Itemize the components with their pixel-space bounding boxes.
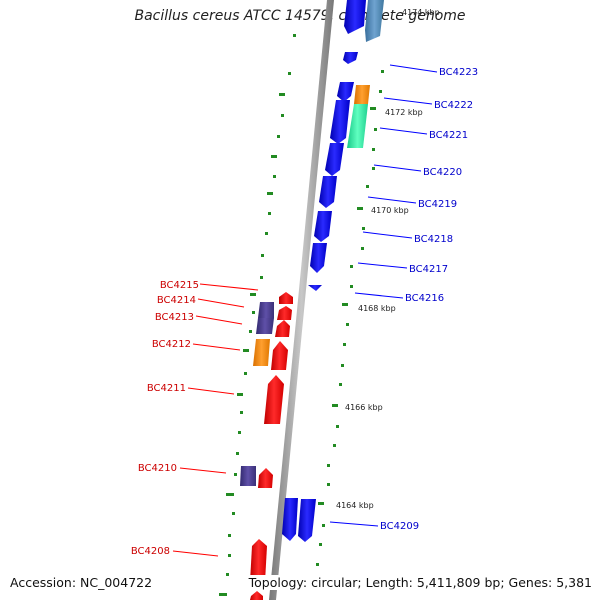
gene-bc4219[interactable]: [319, 176, 337, 208]
gene-bc4218[interactable]: [314, 211, 332, 242]
gene-bc4209-b[interactable]: [298, 499, 316, 542]
gene-bc4216[interactable]: [308, 285, 322, 291]
gene-bc4220[interactable]: [325, 143, 344, 176]
right-tick-track: [316, 70, 384, 566]
forward-gene-labels: BC4223 BC4222 BC4221 BC4220 BC4219 BC421…: [380, 67, 478, 532]
reverse-leaders: [172, 283, 259, 557]
gene-bc4209-a[interactable]: [282, 498, 298, 541]
forward-genes[interactable]: [282, 0, 384, 542]
label-bc4211[interactable]: BC4211: [147, 383, 186, 394]
label-bc4223[interactable]: BC4223: [439, 67, 478, 78]
gene-top-blue[interactable]: [344, 0, 366, 34]
label-bc4210[interactable]: BC4210: [138, 463, 177, 474]
label-bc4222[interactable]: BC4222: [434, 100, 473, 111]
gene-bc4214[interactable]: [277, 306, 292, 320]
gene-bottom-red[interactable]: [250, 591, 263, 600]
gene-top-steelblue[interactable]: [365, 0, 384, 42]
gene-bc4223[interactable]: [337, 82, 354, 102]
label-bc4220[interactable]: BC4220: [423, 167, 462, 178]
gene-bc4221[interactable]: [330, 100, 350, 144]
kbp-label-4174: 4174 kbp: [402, 8, 440, 17]
left-tick-track: [219, 34, 296, 596]
label-bc4216[interactable]: BC4216: [405, 293, 444, 304]
kbp-label-4172: 4172 kbp: [385, 108, 423, 117]
gene-bc4215[interactable]: [279, 292, 293, 304]
label-bc4221[interactable]: BC4221: [429, 130, 468, 141]
topology-text: Topology: circular; Length: 5,411,809 bp…: [244, 575, 592, 590]
gene-bc4222[interactable]: [354, 85, 370, 104]
map-title: Bacillus cereus ATCC 14579, complete gen…: [134, 8, 466, 24]
gene-bc4221-teal[interactable]: [347, 104, 368, 148]
gene-bc4210-purple[interactable]: [240, 466, 256, 486]
label-bc4214[interactable]: BC4214: [157, 295, 196, 306]
label-bc4217[interactable]: BC4217: [409, 264, 448, 275]
gene-bc4217[interactable]: [310, 243, 327, 273]
kbp-label-4166: 4166 kbp: [345, 403, 383, 412]
gene-bc4211[interactable]: [264, 375, 284, 424]
label-bc4218[interactable]: BC4218: [414, 234, 453, 245]
label-bc4219[interactable]: BC4219: [418, 199, 457, 210]
reverse-genes[interactable]: [240, 292, 293, 600]
gene-bc4214-purple[interactable]: [258, 302, 274, 318]
kbp-label-4164: 4164 kbp: [336, 501, 374, 510]
kbp-label-4170: 4170 kbp: [371, 206, 409, 215]
gene-bc4208[interactable]: [250, 539, 267, 582]
gene-small-blue[interactable]: [343, 52, 358, 64]
gene-bc4213-purple[interactable]: [256, 318, 274, 334]
genome-backbone: [269, 0, 334, 600]
label-bc4213[interactable]: BC4213: [155, 312, 194, 323]
label-bc4208[interactable]: BC4208: [131, 546, 170, 557]
gene-bc4210[interactable]: [258, 468, 273, 488]
scale-labels: 4174 kbp 4172 kbp 4170 kbp 4168 kbp 4166…: [336, 8, 440, 510]
gene-bc4212-orange[interactable]: [253, 339, 270, 366]
accession-text: Accession: NC_004722: [10, 575, 153, 590]
gene-bc4213[interactable]: [275, 320, 290, 337]
reverse-gene-labels: BC4215 BC4214 BC4213 BC4212 BC4211 BC421…: [131, 280, 199, 557]
gene-bc4212[interactable]: [271, 341, 288, 370]
label-bc4212[interactable]: BC4212: [152, 339, 191, 350]
kbp-label-4168: 4168 kbp: [358, 304, 396, 313]
label-bc4215[interactable]: BC4215: [160, 280, 199, 291]
forward-leaders: [329, 64, 438, 527]
label-bc4209[interactable]: BC4209: [380, 521, 419, 532]
